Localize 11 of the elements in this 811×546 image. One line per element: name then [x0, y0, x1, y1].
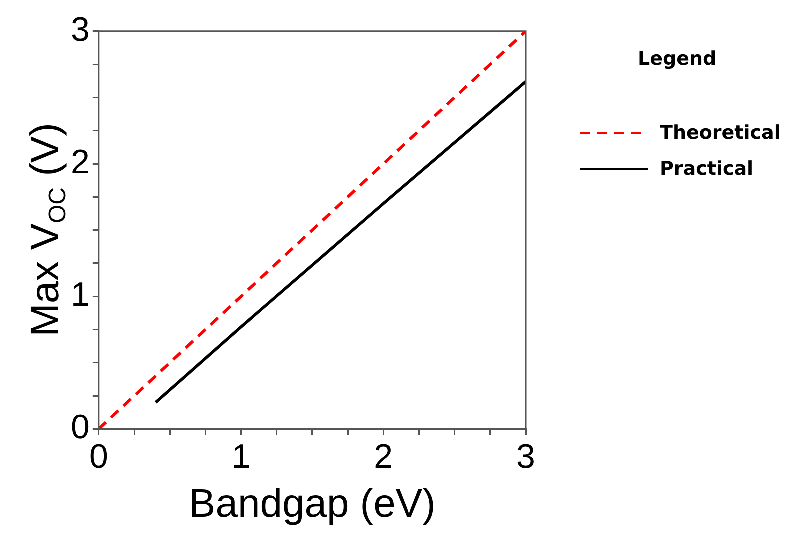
y-tick-label: 3	[70, 10, 90, 49]
x-tick-label: 1	[232, 438, 251, 476]
legend-title: Legend	[638, 48, 718, 70]
x-axis-title: Bandgap (eV)	[189, 482, 436, 526]
x-tick-label: 3	[516, 438, 536, 476]
x-tick-label: 2	[374, 438, 394, 476]
legend-label: Practical	[660, 158, 754, 180]
y-tick-label: 2	[70, 143, 90, 182]
y-tick-label: 1	[70, 276, 90, 314]
legend-label: Theoretical	[660, 122, 781, 144]
y-tick-label: 0	[70, 408, 90, 447]
